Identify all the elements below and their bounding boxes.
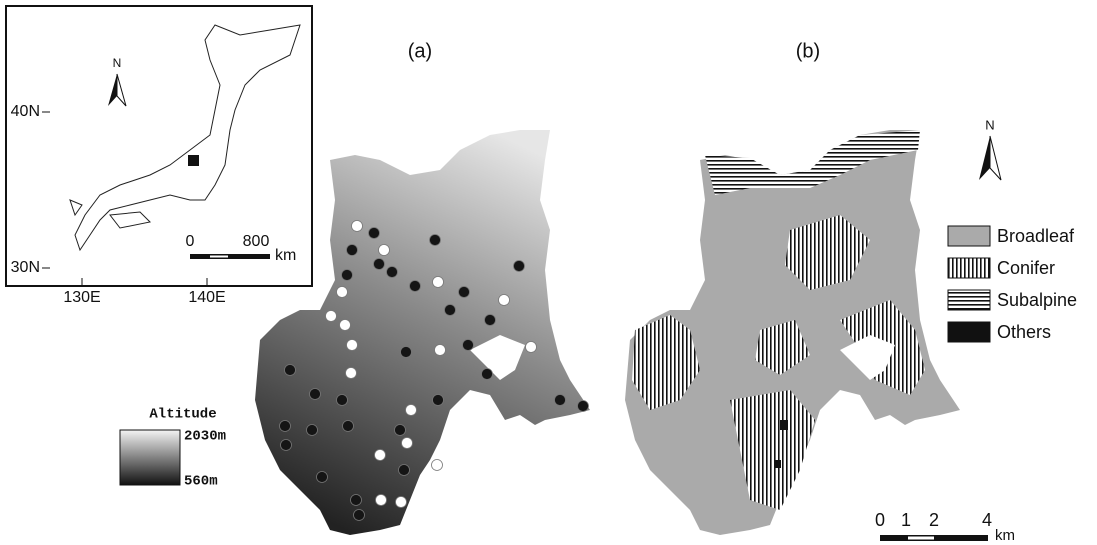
site-marker (369, 228, 380, 239)
site-marker (395, 425, 406, 436)
site-marker (435, 345, 446, 356)
lat-label: 30N (11, 259, 40, 276)
site-marker (578, 401, 589, 412)
site-marker (485, 315, 496, 326)
site-marker (337, 287, 348, 298)
site-marker (526, 342, 537, 353)
legend-label: Subalpine (997, 290, 1077, 310)
site-marker (343, 421, 354, 432)
site-marker (351, 495, 362, 506)
lon-label: 130E (63, 289, 100, 306)
legend-label: Others (997, 322, 1051, 342)
site-marker (445, 305, 456, 316)
site-marker (387, 267, 398, 278)
site-marker (317, 472, 328, 483)
lon-label: 140E (188, 289, 225, 306)
site-marker (280, 421, 291, 432)
inset-map: 40N 30N 130E 140E N 0 800 km (6, 6, 312, 306)
site-marker (463, 340, 474, 351)
site-marker (430, 235, 441, 246)
site-marker (375, 450, 386, 461)
scale-label: 0 (875, 510, 885, 530)
site-marker (307, 425, 318, 436)
lat-label: 40N (11, 103, 40, 120)
panel-label: (b) (796, 40, 820, 62)
legend-title: Altitude (149, 407, 216, 423)
north-label: N (985, 117, 994, 132)
scale-label: 0 (186, 233, 195, 250)
panel-b: (b) N Broadleaf Conifer Subalpine Others… (625, 40, 1077, 544)
site-marker (310, 389, 321, 400)
site-marker (346, 368, 357, 379)
site-marker (433, 395, 444, 406)
north-label: N (113, 56, 122, 70)
site-marker (379, 245, 390, 256)
site-marker (514, 261, 525, 272)
scale-label: 2 (929, 510, 939, 530)
site-marker (396, 497, 407, 508)
site-marker (555, 395, 566, 406)
legend-label: Conifer (997, 258, 1055, 278)
scale-unit: km (275, 247, 296, 264)
site-marker (342, 270, 353, 281)
legend-label: Broadleaf (997, 226, 1075, 246)
site-marker (459, 287, 470, 298)
site-marker (285, 365, 296, 376)
site-marker (352, 221, 363, 232)
site-marker (410, 281, 421, 292)
site-marker (347, 340, 358, 351)
legend-min: 560m (184, 474, 218, 490)
scale-label: 4 (982, 510, 992, 530)
site-marker (399, 465, 410, 476)
site-marker (347, 245, 358, 256)
site-marker (326, 311, 337, 322)
figure: 40N 30N 130E 140E N 0 800 km (a) Altitud… (0, 0, 1097, 545)
site-marker (406, 405, 417, 416)
scale-label: 800 (243, 233, 270, 250)
scale-unit: km (995, 527, 1015, 544)
site-marker (432, 460, 443, 471)
site-marker (499, 295, 510, 306)
site-marker (340, 320, 351, 331)
site-marker (354, 510, 365, 521)
site-marker (482, 369, 493, 380)
site-marker (402, 438, 413, 449)
scale-label: 1 (901, 510, 911, 530)
legend-max: 2030m (184, 429, 226, 445)
site-marker (433, 277, 444, 288)
panel-label: (a) (408, 40, 432, 62)
site-marker (337, 395, 348, 406)
site-marker (281, 440, 292, 451)
site-marker (401, 347, 412, 358)
site-marker (376, 495, 387, 506)
site-marker (374, 259, 385, 270)
